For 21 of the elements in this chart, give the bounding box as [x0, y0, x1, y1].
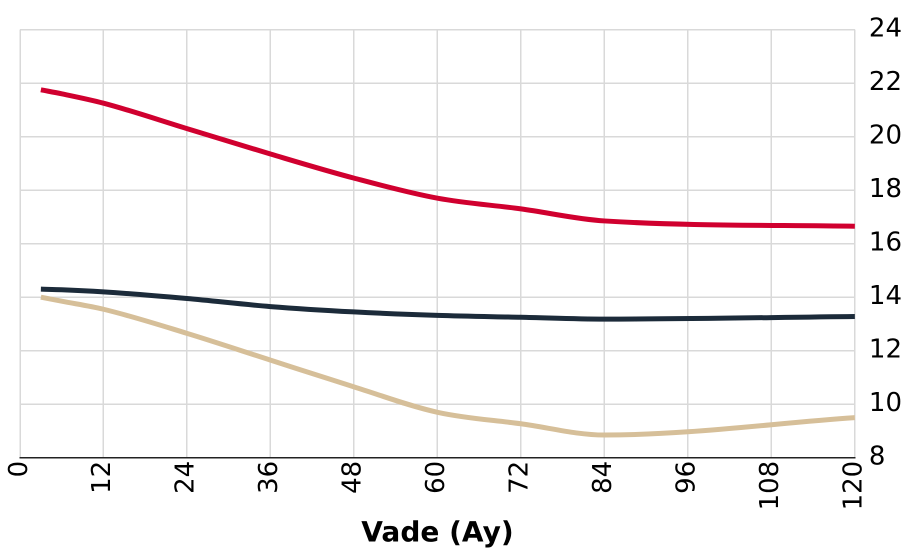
y-tick-label: 22 — [868, 66, 902, 97]
x-tick-label: 120 — [838, 460, 869, 510]
x-tick-label: 60 — [421, 460, 452, 494]
y-tick-label: 8 — [868, 442, 886, 472]
x-tick-label: 24 — [170, 460, 201, 494]
x-tick-label: 12 — [87, 460, 118, 494]
x-tick-label: 36 — [254, 460, 284, 494]
x-axis-title: Vade (Ay) — [361, 515, 514, 548]
x-tick-label: 84 — [588, 460, 618, 494]
x-tick-label: 96 — [672, 460, 702, 494]
y-tick-label: 14 — [868, 280, 902, 311]
x-tick-label: 108 — [755, 460, 786, 510]
y-tick-label: 12 — [868, 334, 902, 364]
y-tick-label: 20 — [868, 120, 902, 150]
x-tick-label: 72 — [504, 460, 535, 494]
y-tick-label: 16 — [868, 227, 902, 258]
y-tick-label: 24 — [868, 13, 902, 44]
y-tick-label: 10 — [868, 388, 902, 418]
x-tick-label: 48 — [338, 460, 368, 494]
y-tick-label: 18 — [868, 174, 902, 204]
x-tick-label: 0 — [4, 460, 34, 478]
